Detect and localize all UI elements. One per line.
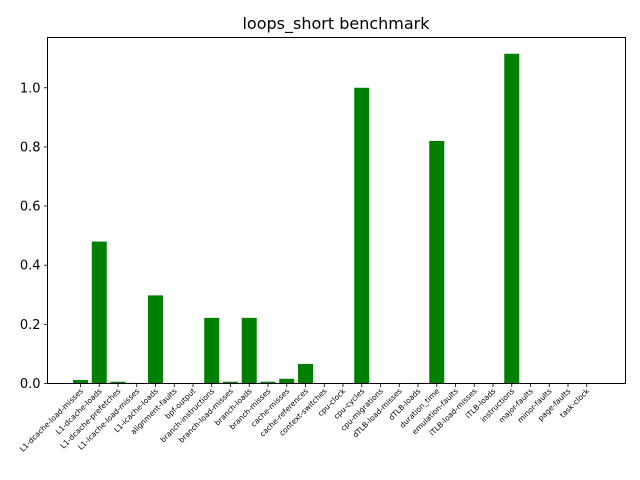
bar-L1-dcache-prefetches — [110, 381, 126, 384]
bar-L1-dcache-loads — [91, 241, 107, 384]
bar-branch-loads — [241, 317, 257, 384]
bar-duration_time — [429, 141, 445, 384]
bar-instructions — [504, 53, 520, 384]
y-tick-label: 0.2 — [20, 318, 41, 333]
y-tick-label: 0.6 — [20, 200, 41, 215]
y-tick-label: 0.0 — [20, 377, 41, 392]
bar-L1-dcache-load-misses — [73, 379, 88, 384]
bar-cpu-cycles — [354, 87, 370, 384]
bar-branch-load-misses — [223, 381, 238, 384]
bar-cache-misses — [279, 378, 295, 384]
x-axis: L1-dcache-load-missesL1-dcache-loadsL1-d… — [18, 383, 592, 454]
bar-branch-instructions — [204, 317, 220, 384]
y-tick-label: 1.0 — [20, 81, 41, 96]
axes-frame — [47, 37, 626, 384]
y-axis: 0.0 0.2 0.4 0.6 0.8 1.0 — [20, 81, 48, 392]
bar-branch-misses — [260, 381, 276, 384]
bar-cache-references — [298, 363, 313, 384]
y-tick-label: 0.8 — [20, 140, 41, 155]
y-tick-label: 0.4 — [20, 259, 41, 274]
bars-group — [73, 53, 520, 384]
chart-title: loops_short benchmark — [242, 14, 430, 34]
bar-L1-icache-loads — [148, 295, 163, 384]
